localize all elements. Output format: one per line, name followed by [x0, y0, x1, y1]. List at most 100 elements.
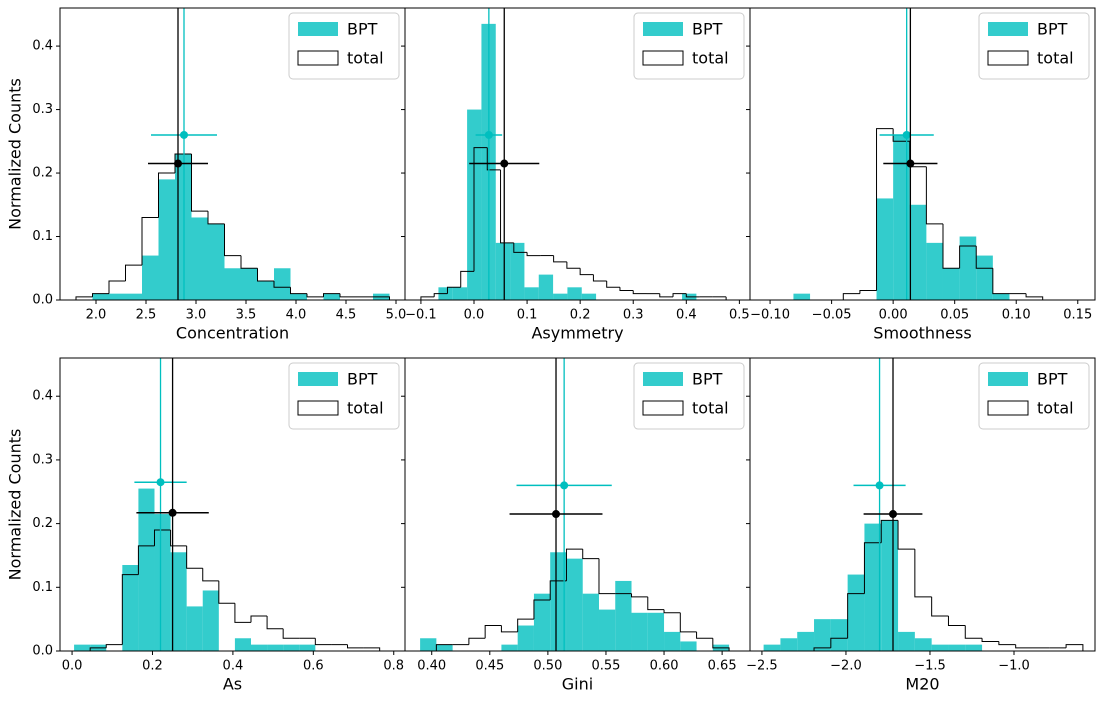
y-tick-label: 0.0: [32, 293, 53, 308]
bar: [452, 287, 468, 300]
bar: [533, 593, 551, 651]
step: [830, 637, 848, 648]
legend-swatch: [642, 400, 684, 416]
step: [121, 574, 139, 645]
step: [998, 641, 1016, 646]
x-tick-label: 0.05: [940, 308, 969, 323]
median-point: [484, 130, 493, 139]
legend-label: BPT: [347, 370, 378, 389]
step: [273, 280, 291, 288]
x-tick-label: 4.5: [336, 308, 357, 323]
x-tick-label: 0.3: [623, 308, 644, 323]
step: [202, 568, 219, 582]
bar: [893, 134, 910, 300]
bar: [524, 287, 539, 300]
bar: [250, 644, 268, 651]
x-tick-label: −1.0: [998, 659, 1030, 674]
x-axis-label: Smoothness: [873, 324, 971, 343]
bar: [92, 293, 109, 300]
x-tick-label: 3.5: [236, 308, 257, 323]
bar: [510, 242, 525, 300]
step: [373, 296, 390, 300]
bar: [959, 236, 977, 300]
x-tick-label: 0.55: [591, 659, 620, 674]
legend-label: total: [347, 49, 384, 68]
bar: [122, 565, 139, 651]
step: [158, 172, 175, 218]
bar: [495, 242, 511, 300]
step: [725, 296, 740, 300]
step: [435, 644, 453, 651]
step: [1065, 644, 1084, 651]
bar: [615, 580, 632, 651]
y-tick-label: 0.1: [32, 580, 53, 595]
bar: [191, 217, 208, 300]
legend-swatch: [298, 372, 338, 386]
step: [290, 287, 307, 295]
median-point: [180, 130, 188, 139]
step: [240, 255, 258, 269]
legend-label: BPT: [1037, 370, 1068, 389]
step: [191, 154, 208, 212]
legend-swatch: [298, 22, 338, 36]
legend-label: total: [1037, 399, 1074, 418]
x-tick-label: −0.1: [405, 308, 437, 323]
legend-swatch: [643, 372, 683, 386]
panel: 2.0 2.5 3.0 3.5 4.0 4.5 5.0 0.0 0.1 0.2 0.3 0.4 Conc…: [6, 7, 406, 343]
step: [1025, 293, 1044, 300]
step: [170, 529, 187, 547]
legend-label: total: [1037, 49, 1074, 68]
bar: [290, 293, 307, 300]
bar: [898, 631, 915, 651]
step: [153, 529, 171, 546]
step: [598, 558, 616, 595]
bar: [780, 638, 798, 651]
y-tick-label: 0.0: [32, 644, 53, 659]
median-point: [168, 508, 177, 517]
step: [925, 166, 943, 225]
median-point: [552, 510, 561, 519]
y-axis-label: Normalized Counts: [6, 78, 25, 230]
y-tick-label: 0.1: [32, 229, 53, 244]
step: [323, 293, 340, 297]
step: [105, 644, 123, 648]
step: [685, 293, 700, 298]
bar: [631, 612, 648, 651]
bar: [436, 644, 453, 651]
legend-label: total: [692, 49, 729, 68]
legend-swatch: [297, 50, 339, 66]
step: [339, 293, 357, 298]
bar: [581, 293, 597, 300]
legend-swatch: [987, 400, 1029, 416]
step: [813, 647, 831, 651]
step: [218, 580, 235, 604]
x-tick-label: 0.0: [62, 659, 83, 674]
step: [420, 296, 435, 300]
step: [606, 280, 620, 288]
y-tick-label: 0.3: [32, 452, 53, 467]
bar: [793, 293, 811, 300]
plot-area: [75, 8, 390, 300]
legend-swatch: [643, 22, 683, 36]
median-point: [875, 481, 884, 490]
step: [566, 261, 581, 269]
step: [266, 615, 284, 630]
step: [712, 638, 730, 651]
y-tick-label: 0.4: [32, 39, 53, 54]
step: [663, 609, 681, 614]
median-point: [156, 478, 165, 487]
legend-swatch: [987, 50, 1029, 66]
bar: [864, 523, 882, 651]
bar: [992, 293, 1010, 300]
bar: [299, 644, 316, 651]
frame: [749, 357, 1096, 652]
step: [964, 625, 983, 639]
step: [250, 615, 268, 623]
median-point: [500, 159, 509, 168]
legend-swatch: [988, 22, 1028, 36]
frame: [749, 7, 1096, 301]
step: [207, 211, 225, 225]
step: [347, 644, 364, 649]
panel: −2.5 −2.0 −1.5 −1.0 M20 BPT total: [746, 357, 1096, 694]
step: [679, 612, 697, 633]
